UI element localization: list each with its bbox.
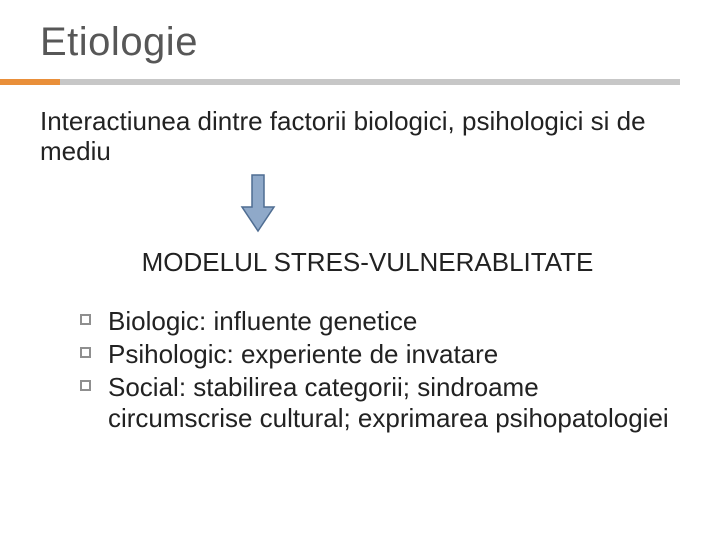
bullet-marker-icon — [80, 314, 91, 325]
list-item: Psihologic: experiente de invatare — [80, 339, 680, 370]
bullet-list: Biologic: influente genetice Psihologic:… — [80, 306, 680, 435]
title-rule — [40, 79, 680, 85]
intro-text: Interactiunea dintre factorii biologici,… — [40, 107, 680, 167]
bullet-marker-icon — [80, 380, 91, 391]
list-item-text: Social: stabilirea categorii; sindroame … — [108, 372, 669, 433]
model-heading: MODELUL STRES-VULNERABLITATE — [55, 247, 680, 278]
slide: Etiologie Interactiunea dintre factorii … — [0, 0, 720, 540]
list-item-text: Biologic: influente genetice — [108, 306, 417, 336]
rule-grey — [40, 79, 680, 85]
page-title: Etiologie — [40, 20, 680, 65]
rule-accent — [0, 79, 60, 85]
bullet-marker-icon — [80, 347, 91, 358]
down-arrow-icon — [240, 173, 276, 233]
down-arrow — [240, 173, 280, 233]
list-item: Social: stabilirea categorii; sindroame … — [80, 372, 680, 434]
list-item: Biologic: influente genetice — [80, 306, 680, 337]
list-item-text: Psihologic: experiente de invatare — [108, 339, 498, 369]
